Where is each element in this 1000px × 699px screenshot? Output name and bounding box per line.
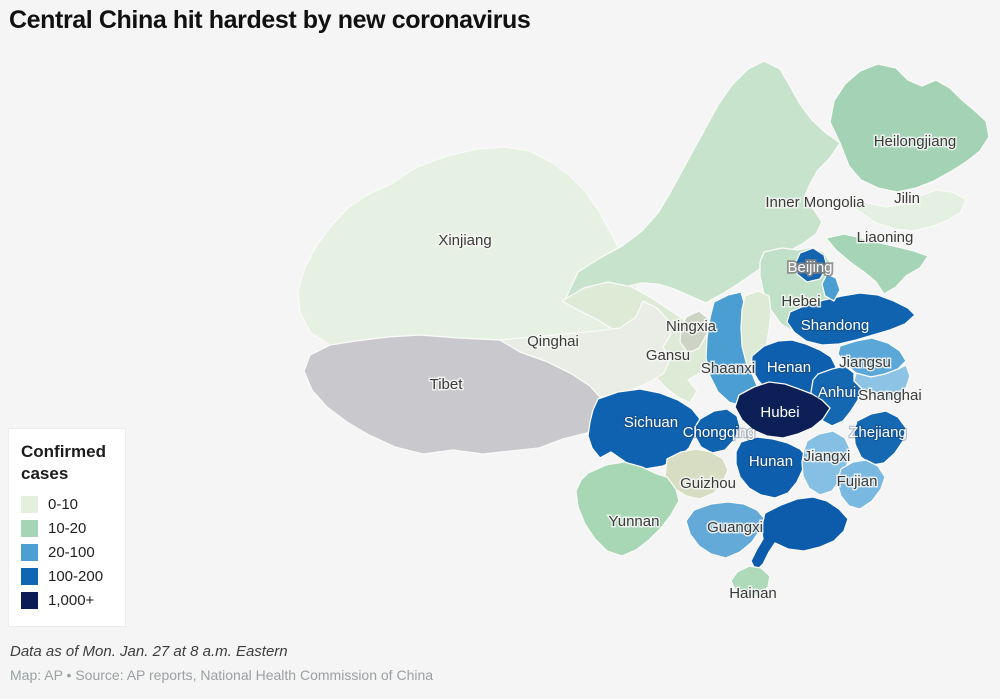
province-hainan[interactable] xyxy=(730,565,771,598)
legend-card: Confirmed cases 0-10 10-20 20-100 100-20… xyxy=(8,428,126,627)
province-label-henan: Henan xyxy=(767,359,811,376)
legend-label-0-10: 0-10 xyxy=(48,495,79,513)
province-label-fujian: Fujian xyxy=(837,473,878,490)
legend-row-100-200: 100-200 xyxy=(21,564,115,588)
province-label-ningxia: Ningxia xyxy=(666,318,717,335)
province-guangdong[interactable] xyxy=(750,496,849,572)
province-jilin[interactable] xyxy=(847,189,967,232)
province-label-jiangxi: Jiangxi xyxy=(804,448,851,465)
legend-swatch-100-200 xyxy=(21,567,38,585)
legend-title-line2: cases xyxy=(21,464,69,483)
province-shandong[interactable] xyxy=(786,292,916,346)
province-label-guangxi: Guangxi xyxy=(707,519,763,536)
legend-title-line1: Confirmed xyxy=(21,442,106,461)
legend-swatch-10-20 xyxy=(21,519,38,537)
source-credit: Map: AP • Source: AP reports, National H… xyxy=(10,667,434,683)
legend-swatch-20-100 xyxy=(21,543,38,561)
province-liaoning[interactable] xyxy=(825,233,929,295)
province-label-jilin: Jilin xyxy=(894,190,920,207)
legend-row-10-20: 10-20 xyxy=(21,516,115,540)
province-fujian[interactable] xyxy=(836,459,886,510)
province-label-shaanxi: Shaanxi xyxy=(701,360,755,377)
province-label-shanghai: Shanghai xyxy=(858,387,921,404)
province-label-hainan: Hainan xyxy=(729,585,777,602)
province-label-gansu: Gansu xyxy=(646,347,690,364)
province-heilongjiang[interactable] xyxy=(829,63,990,193)
province-label-anhui: Anhui xyxy=(818,384,856,401)
province-label-beijing: Beijing xyxy=(787,259,832,276)
province-guangxi[interactable] xyxy=(685,501,765,559)
legend-title: Confirmed cases xyxy=(21,441,115,485)
legend-swatch-1000plus xyxy=(21,591,38,609)
legend-label-20-100: 20-100 xyxy=(48,543,95,561)
page-title: Central China hit hardest by new coronav… xyxy=(9,6,531,34)
province-label-heilongjiang: Heilongjiang xyxy=(874,133,957,150)
province-yunnan[interactable] xyxy=(575,461,680,557)
province-hubei[interactable] xyxy=(734,381,831,439)
province-label-jiangsu: Jiangsu xyxy=(839,354,891,371)
province-label-hebei: Hebei xyxy=(781,293,820,310)
province-label-sichuan: Sichuan xyxy=(624,414,678,431)
province-label-yunnan: Yunnan xyxy=(609,513,660,530)
legend-items: 0-10 10-20 20-100 100-200 1,000+ xyxy=(21,492,115,612)
province-chongqing[interactable] xyxy=(694,408,741,454)
legend-swatch-0-10 xyxy=(21,495,38,513)
legend-label-1000plus: 1,000+ xyxy=(48,591,95,609)
province-hunan[interactable] xyxy=(735,436,807,499)
province-label-hubei: Hubei xyxy=(760,404,799,421)
legend-label-100-200: 100-200 xyxy=(48,567,104,585)
province-label-qinghai: Qinghai xyxy=(527,333,579,350)
province-label-hunan: Hunan xyxy=(749,453,793,470)
province-zhejiang[interactable] xyxy=(853,410,907,466)
legend-row-20-100: 20-100 xyxy=(21,540,115,564)
data-as-of-note: Data as of Mon. Jan. 27 at 8 a.m. Easter… xyxy=(10,643,288,660)
province-label-guizhou: Guizhou xyxy=(680,475,736,492)
legend-row-1000plus: 1,000+ xyxy=(21,588,115,612)
province-label-liaoning: Liaoning xyxy=(857,229,914,246)
province-label-zhejiang: Zhejiang xyxy=(849,424,907,441)
province-tianjin[interactable] xyxy=(821,273,841,302)
province-qinghai[interactable] xyxy=(499,300,672,398)
province-label-xinjiang: Xinjiang xyxy=(438,232,491,249)
province-beijing[interactable] xyxy=(795,247,828,283)
province-label-inner-mongolia: Inner Mongolia xyxy=(765,194,865,211)
province-inner-mongolia[interactable] xyxy=(564,60,841,304)
province-label-tibet: Tibet xyxy=(430,376,464,393)
province-tibet[interactable] xyxy=(303,334,607,455)
province-label-chongqing: Chongqing xyxy=(683,424,756,441)
legend-row-0-10: 0-10 xyxy=(21,492,115,516)
legend-label-10-20: 10-20 xyxy=(48,519,87,537)
province-ningxia[interactable] xyxy=(679,310,710,354)
province-label-shandong: Shandong xyxy=(801,317,869,334)
